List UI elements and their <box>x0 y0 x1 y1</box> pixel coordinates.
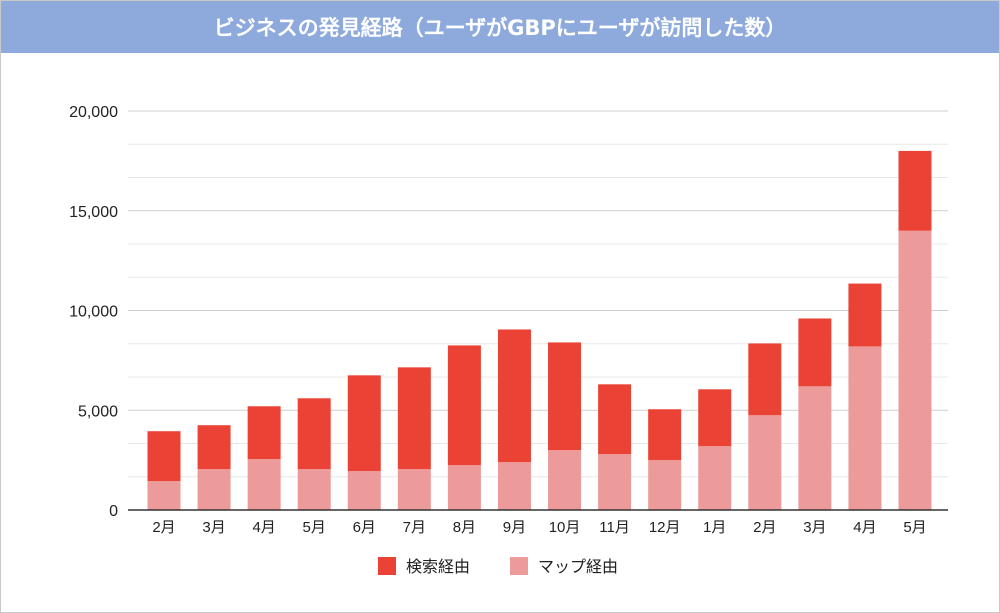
bar-search <box>247 406 281 460</box>
bar-map <box>347 471 381 510</box>
bar-map <box>898 230 932 510</box>
bar-map <box>698 446 732 510</box>
bar-search <box>347 375 381 472</box>
x-tick-label: 2月 <box>753 519 776 536</box>
legend-label: マップ経由 <box>538 558 618 576</box>
bar-search <box>497 329 531 463</box>
chart-title: ビジネスの発見経路（ユーザがGBPにユーザが訪問した数） <box>1 1 999 53</box>
bar-map <box>548 450 582 510</box>
legend-swatch <box>378 557 396 575</box>
bar-search <box>798 318 832 387</box>
x-tick-label: 5月 <box>903 519 926 536</box>
y-tick-label: 0 <box>109 503 118 520</box>
bar-map <box>297 469 331 510</box>
x-tick-label: 7月 <box>403 519 426 536</box>
bar-map <box>147 481 181 510</box>
bar-search <box>598 384 632 455</box>
bar-map <box>848 346 882 510</box>
y-tick-label: 15,000 <box>69 204 118 221</box>
x-tick-label: 11月 <box>599 519 630 536</box>
bar-map <box>397 469 431 510</box>
x-tick-label: 1月 <box>703 519 726 536</box>
bar-map <box>497 462 531 510</box>
x-tick-label: 3月 <box>803 519 826 536</box>
bar-search <box>147 431 181 482</box>
y-tick-label: 5,000 <box>78 403 118 420</box>
bar-map <box>447 465 481 510</box>
bar-map <box>197 469 231 510</box>
y-tick-label: 20,000 <box>69 104 118 121</box>
legend-label: 検索経由 <box>406 558 470 576</box>
bar-map <box>798 386 832 510</box>
x-tick-label: 6月 <box>353 519 376 536</box>
x-tick-label: 2月 <box>152 519 175 536</box>
bar-search <box>748 343 782 416</box>
bar-map <box>598 454 632 510</box>
x-tick-label: 9月 <box>503 519 526 536</box>
x-tick-label: 4月 <box>252 519 275 536</box>
x-tick-label: 5月 <box>303 519 326 536</box>
bar-search <box>197 425 231 470</box>
x-tick-label: 4月 <box>853 519 876 536</box>
bar-search <box>397 367 431 470</box>
bar-search <box>898 150 932 231</box>
bar-search <box>297 398 331 470</box>
bar-map <box>748 415 782 510</box>
bar-search <box>447 345 481 466</box>
bar-search <box>548 342 582 451</box>
bar-search <box>698 389 732 447</box>
x-tick-label: 10月 <box>549 519 581 536</box>
legend-swatch <box>510 557 528 575</box>
x-tick-label: 12月 <box>649 519 681 536</box>
bar-map <box>247 459 281 510</box>
bar-search <box>648 409 682 461</box>
x-tick-label: 3月 <box>202 519 225 536</box>
bar-search <box>848 283 882 347</box>
y-tick-label: 10,000 <box>69 304 118 321</box>
x-tick-label: 8月 <box>453 519 476 536</box>
bar-map <box>648 460 682 510</box>
